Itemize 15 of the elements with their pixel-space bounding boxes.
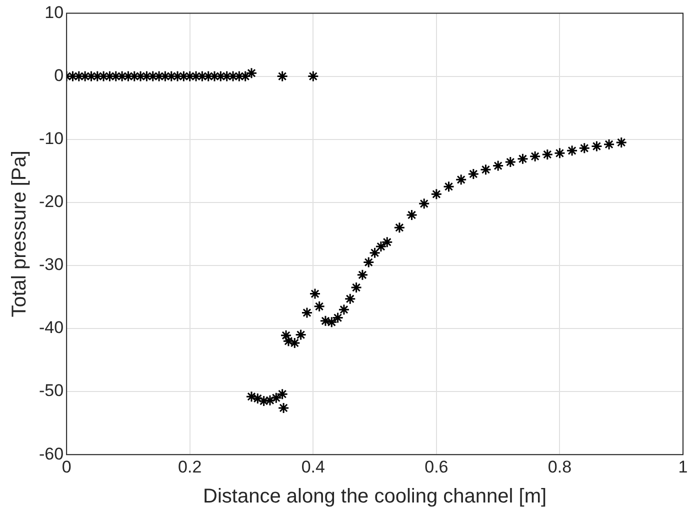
x-tick-label: 0.6 [424,457,448,476]
y-tick-label: -20 [38,192,64,212]
y-tick-label: -50 [38,381,64,400]
x-tick-label: 0.8 [548,457,572,476]
y-tick-label: 0 [54,66,64,85]
y-tick-label: -40 [38,318,64,338]
x-tick-label: 0.4 [301,457,325,476]
y-tick-label: 10 [44,2,64,22]
x-axis-title: Distance along the cooling channel [m] [203,486,547,508]
y-tick-label: -10 [38,129,64,148]
y-axis-title: Total pressure [Pa] [8,150,31,318]
y-tick-label: -60 [38,444,64,464]
x-tick-label: 1 [678,457,688,476]
y-tick-label: -30 [38,255,64,274]
x-tick-label: 0.2 [178,457,202,476]
